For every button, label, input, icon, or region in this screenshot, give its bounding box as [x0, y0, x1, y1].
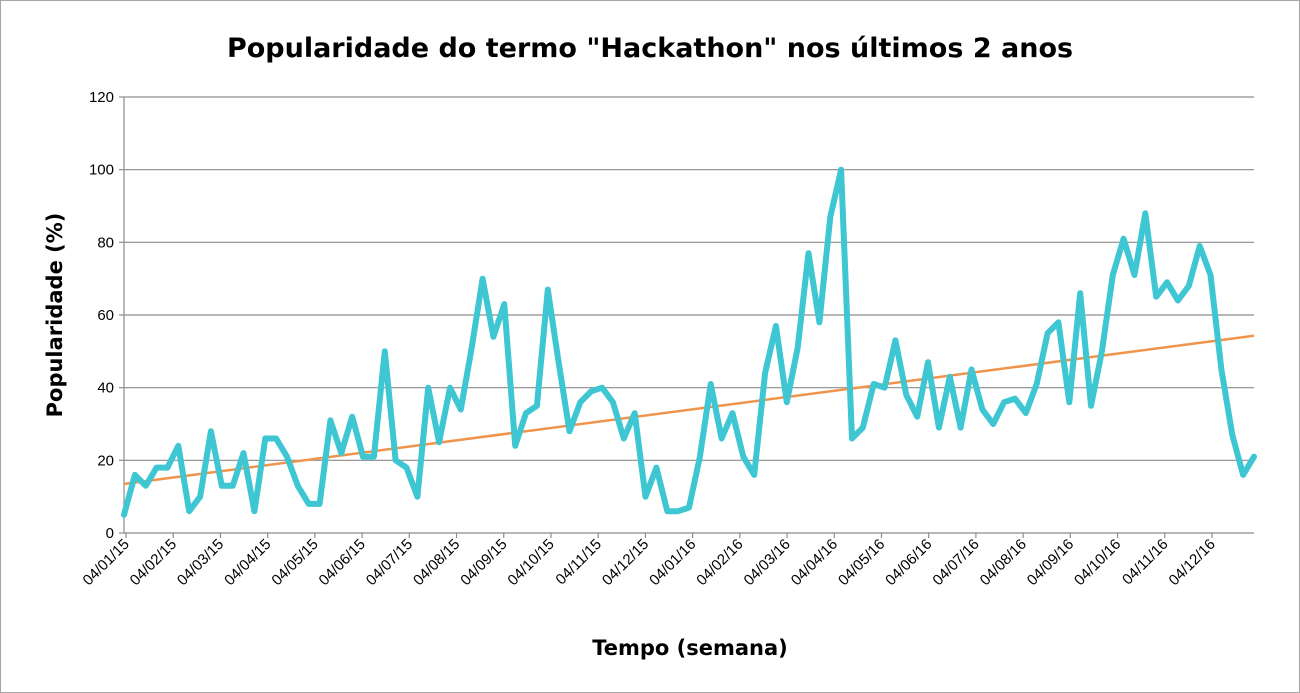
x-axis-ticks: 04/01/1504/02/1504/03/1504/04/1504/05/15…	[80, 533, 1219, 589]
x-tick-label: 04/01/15	[80, 536, 133, 589]
x-tick-label: 04/03/16	[741, 536, 794, 589]
y-tick-label: 0	[106, 525, 114, 542]
y-tick-label: 20	[97, 452, 114, 469]
x-tick-label: 04/07/16	[929, 536, 982, 589]
x-tick-label: 04/10/16	[1071, 536, 1124, 589]
series-line-popularidade	[121, 166, 1257, 518]
x-tick-label: 04/02/15	[127, 536, 180, 589]
y-tick-label: 60	[97, 307, 114, 324]
x-tick-label: 04/12/15	[599, 536, 652, 589]
x-tick-label: 04/09/15	[457, 536, 510, 589]
x-tick-label: 04/12/16	[1166, 536, 1219, 589]
x-tick-label: 04/08/16	[977, 536, 1030, 589]
y-tick-label: 100	[89, 162, 114, 179]
x-axis-title: Tempo (semana)	[592, 636, 788, 660]
chart-title: Popularidade do termo "Hackathon" nos úl…	[227, 33, 1073, 64]
x-tick-label: 04/01/16	[646, 536, 699, 589]
x-tick-label: 04/09/16	[1024, 536, 1077, 589]
x-tick-label: 04/04/16	[788, 536, 841, 589]
y-axis-title: Popularidade (%)	[43, 213, 67, 418]
x-tick-label: 04/11/16	[1119, 536, 1172, 589]
x-tick-label: 04/06/16	[882, 536, 935, 589]
y-tick-label: 40	[97, 380, 114, 397]
x-tick-label: 04/04/15	[221, 536, 274, 589]
x-tick-label: 04/05/15	[268, 536, 321, 589]
x-tick-label: 04/05/16	[835, 536, 888, 589]
y-tick-label: 120	[89, 89, 114, 106]
x-tick-label: 04/06/15	[316, 536, 369, 589]
series-group	[121, 166, 1257, 518]
x-tick-label: 04/03/15	[174, 536, 227, 589]
y-axis-ticks: 0 20 40 60 80 100 120	[89, 89, 124, 542]
x-tick-label: 04/07/15	[363, 536, 416, 589]
x-tick-label: 04/11/15	[552, 536, 605, 589]
x-tick-label: 04/02/16	[693, 536, 746, 589]
y-tick-label: 80	[97, 234, 114, 251]
x-tick-label: 04/10/15	[504, 536, 557, 589]
x-tick-label: 04/08/15	[410, 536, 463, 589]
